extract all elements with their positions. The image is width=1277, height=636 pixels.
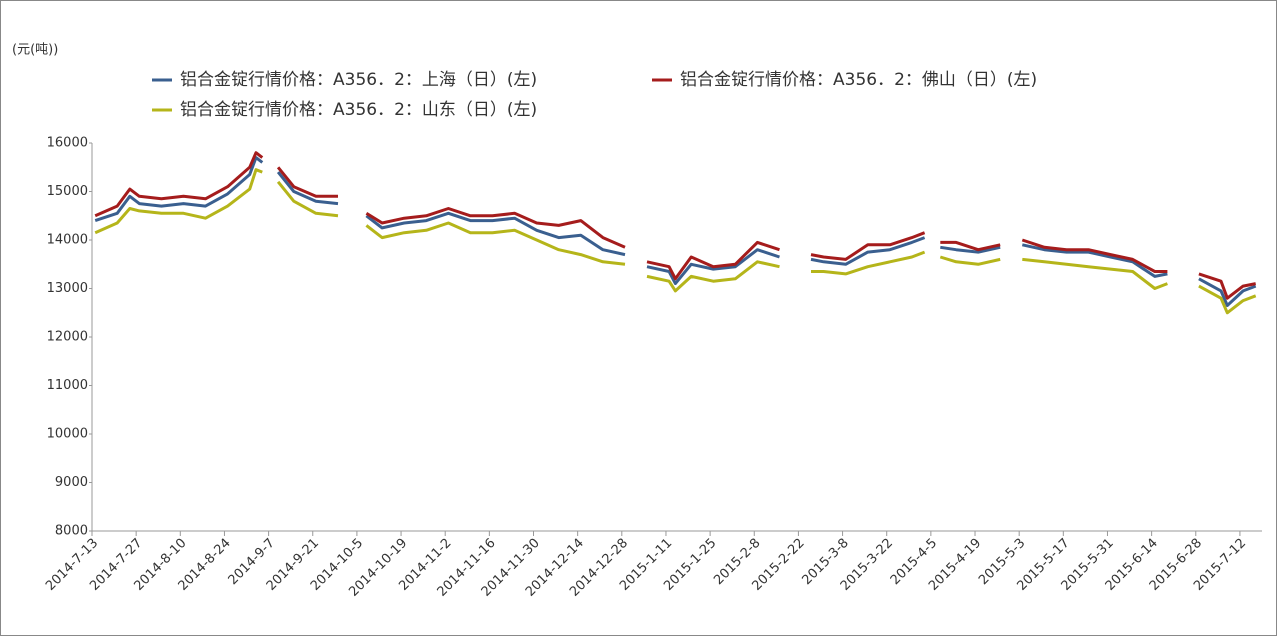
y-tick-label: 16000	[47, 136, 88, 151]
y-tick-label: 11000	[47, 378, 88, 393]
legend-label: 铝合金锭行情价格：A356．2：上海（日）(左)	[180, 70, 537, 90]
y-tick-label: 8000	[55, 524, 88, 539]
legend-label: 铝合金锭行情价格：A356．2：佛山（日）(左)	[680, 70, 1037, 90]
y-tick-label: 9000	[55, 475, 88, 490]
y-axis-label: (元(吨))	[12, 43, 58, 58]
y-tick-label: 15000	[47, 184, 88, 199]
series-line	[94, 156, 1257, 307]
y-tick-label: 12000	[47, 330, 88, 345]
y-tick-label: 13000	[47, 281, 88, 296]
legend-label: 铝合金锭行情价格：A356．2：山东（日）(左)	[180, 100, 537, 120]
series-line	[94, 168, 1257, 315]
y-tick-label: 10000	[47, 427, 88, 442]
y-tick-label: 14000	[47, 233, 88, 248]
series-line	[94, 151, 1256, 300]
